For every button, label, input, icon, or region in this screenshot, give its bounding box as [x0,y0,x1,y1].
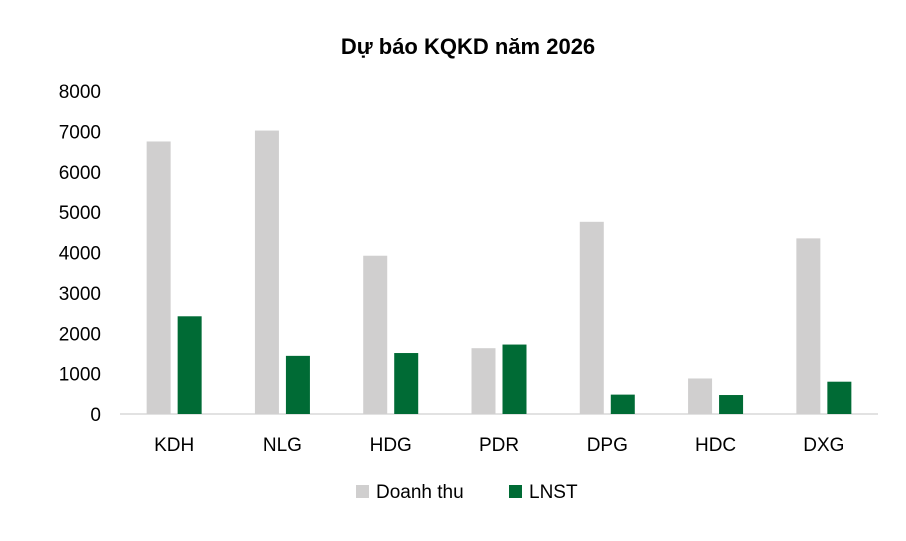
y-tick-label: 8000 [59,82,101,103]
bar-lnst-dxg [827,381,852,414]
y-tick-label: 3000 [59,284,101,305]
y-tick-label: 5000 [59,203,101,224]
legend-label: Doanh thu [376,482,464,503]
x-tick-label: KDH [154,435,194,456]
bar-doanh-thu-kdh [146,141,171,414]
x-tick-label: DPG [587,435,628,456]
legend-label: LNST [529,482,578,503]
bar-doanh-thu-dpg [579,221,604,414]
bar-doanh-thu-dxg [796,238,821,414]
bars [146,130,852,414]
y-tick-label: 1000 [59,365,101,386]
bar-doanh-thu-pdr [471,348,496,414]
bar-lnst-pdr [502,344,527,414]
bar-doanh-thu-hdg [363,255,388,414]
x-tick-label: NLG [263,435,302,456]
x-tick-label: HDG [370,435,412,456]
y-tick-label: 4000 [59,244,101,265]
bar-lnst-dpg [610,394,635,414]
bar-lnst-nlg [285,355,310,414]
y-tick-label: 6000 [59,163,101,184]
bar-lnst-kdh [177,316,202,414]
x-axis: KDH NLG HDG PDR DPG HDC DXG [154,435,844,456]
x-tick-label: DXG [803,435,844,456]
legend-swatch-doanh-thu [356,485,369,498]
bar-doanh-thu-nlg [254,130,279,414]
y-tick-label: 7000 [59,122,101,143]
x-tick-label: PDR [479,435,519,456]
x-tick-label: HDC [695,435,736,456]
bar-doanh-thu-hdc [688,378,713,414]
chart-title: Dự báo KQKD năm 2026 [341,34,595,59]
bar-lnst-hdg [394,353,419,414]
y-tick-label: 2000 [59,324,101,345]
legend: Doanh thu LNST [356,482,578,503]
y-axis: 0 1000 2000 3000 4000 5000 6000 7000 8000 [59,82,101,426]
legend-swatch-lnst [509,485,522,498]
y-tick-label: 0 [90,405,101,426]
bar-lnst-hdc [719,395,744,414]
